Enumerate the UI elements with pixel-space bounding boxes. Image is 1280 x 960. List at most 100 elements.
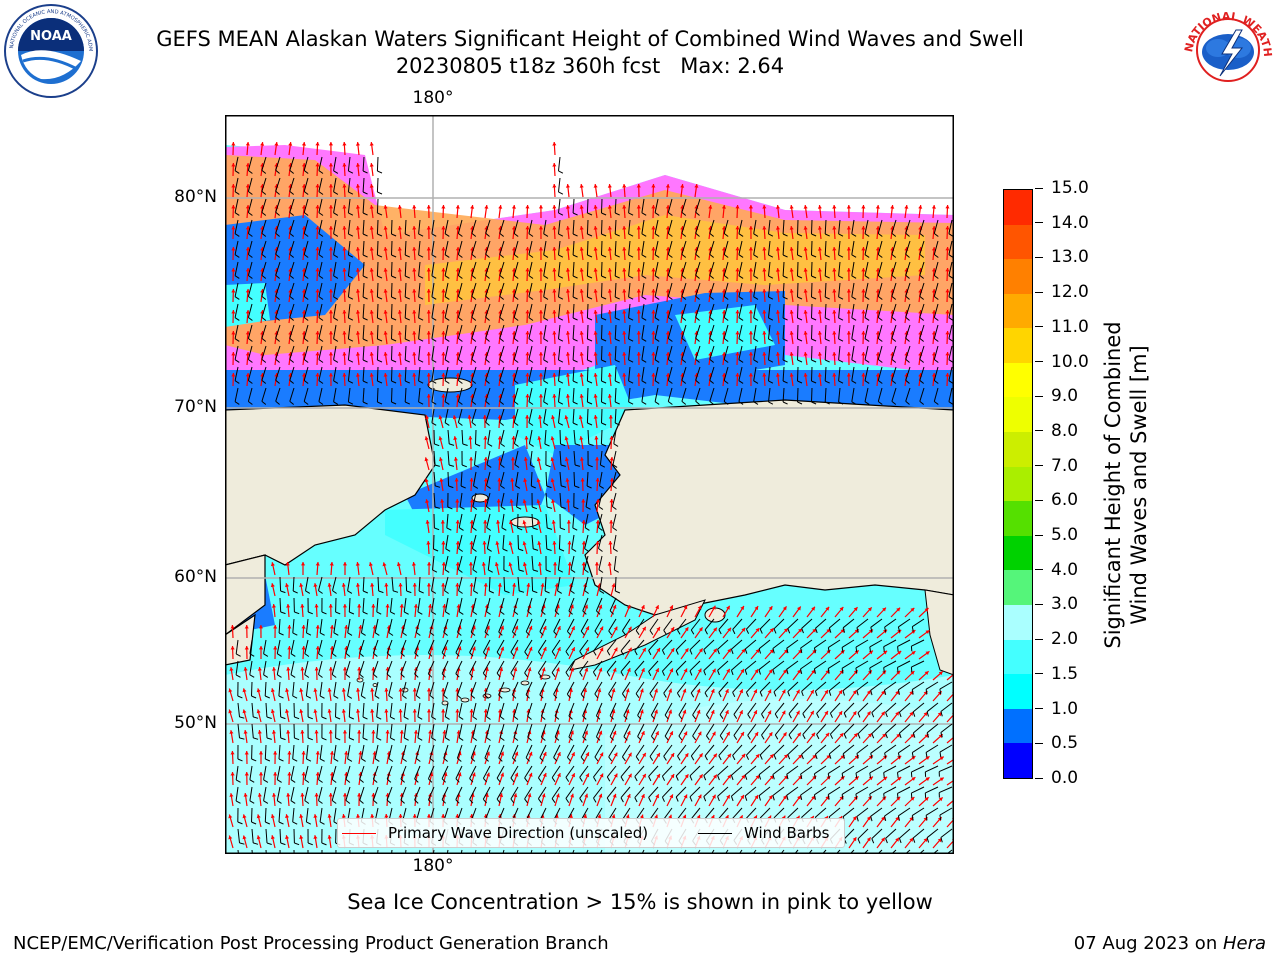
- wave-arrow-head: [580, 478, 585, 482]
- wind-barb-flag: [431, 737, 437, 741]
- wave-arrow-head: [328, 226, 333, 230]
- wind-barb-flag: [527, 736, 532, 741]
- wind-barb-flag: [690, 755, 695, 761]
- wind-barb: [815, 618, 827, 629]
- wind-barb-flag: [723, 338, 729, 342]
- wave-arrow-head: [471, 625, 476, 630]
- wind-barb-flag: [303, 275, 309, 279]
- wave-arrow-head: [412, 289, 417, 293]
- wind-barb: [851, 345, 855, 360]
- wind-barb: [486, 450, 491, 465]
- wind-barb: [824, 303, 827, 319]
- wave-arrow-head: [342, 289, 347, 293]
- wind-barb: [623, 702, 631, 716]
- wind-barb-flag: [668, 275, 673, 279]
- wave-arrow-head: [369, 205, 374, 209]
- wind-barb: [374, 618, 379, 633]
- wind-barb-flag: [348, 338, 354, 342]
- wind-barb-flag: [263, 800, 269, 804]
- wave-arrow-head: [571, 626, 575, 631]
- wave-arrow-head: [762, 205, 767, 209]
- wind-barb: [940, 723, 953, 733]
- wind-barb: [487, 429, 491, 444]
- wave-arrow-head: [839, 607, 844, 611]
- wind-barb: [455, 786, 463, 800]
- wave-arrow-head: [525, 310, 530, 314]
- wave-arrow-head: [428, 604, 433, 608]
- wind-barb: [595, 723, 603, 738]
- wind-barb: [235, 765, 239, 780]
- wind-barb-flag: [289, 359, 295, 363]
- wind-barb-flag: [782, 317, 788, 321]
- wind-barb-flag: [390, 716, 396, 720]
- wind-barb: [499, 282, 505, 297]
- wind-barb: [458, 597, 463, 612]
- wave-arrow-head: [341, 709, 346, 713]
- wind-barb: [797, 282, 799, 298]
- wave-arrow-head: [846, 247, 851, 251]
- wave-arrow-head: [342, 604, 347, 608]
- wind-barb: [289, 240, 295, 255]
- wind-barb-flag: [661, 649, 666, 655]
- wave-arrow-head: [861, 226, 866, 230]
- wave-arrow-head: [508, 541, 513, 546]
- wind-barb-flag: [841, 668, 844, 674]
- wave-arrow-head: [721, 310, 726, 314]
- wind-barb: [816, 702, 827, 714]
- wave-arrow-head: [868, 670, 872, 675]
- wave-arrow: [946, 673, 954, 681]
- wave-arrow-head: [611, 814, 616, 819]
- wave-arrow-head: [755, 649, 760, 653]
- wave-arrow-head: [613, 647, 618, 652]
- wind-barb-flag: [614, 569, 619, 573]
- wind-barb-flag: [345, 779, 351, 783]
- wind-barb: [635, 618, 645, 631]
- wind-barb: [471, 303, 477, 318]
- wind-barb: [475, 429, 477, 445]
- wind-barb: [828, 639, 841, 649]
- wind-barb-flag: [898, 733, 902, 739]
- wind-barb-flag: [587, 422, 593, 426]
- wind-barb-flag: [601, 359, 607, 363]
- wind-barb-flag: [278, 821, 284, 825]
- wind-barb-flag: [689, 775, 693, 781]
- wind-barb-flag: [676, 692, 681, 698]
- wind-barb-flag: [891, 380, 897, 384]
- wind-barb: [456, 744, 463, 759]
- wind-barb: [543, 387, 547, 402]
- wind-barb: [864, 240, 869, 255]
- wave-arrow-head: [438, 415, 443, 420]
- wind-barb-flag: [864, 233, 870, 237]
- wind-barb: [612, 534, 617, 549]
- wind-barb: [905, 324, 911, 339]
- wave-arrow-head: [566, 499, 571, 503]
- wind-barb-flag: [695, 337, 700, 342]
- wind-barb-flag: [838, 254, 844, 258]
- wind-barb: [864, 219, 869, 234]
- wind-barb: [579, 786, 589, 799]
- wind-barb-flag: [427, 673, 433, 678]
- wind-barb: [717, 786, 729, 797]
- wave-arrow-head: [369, 352, 374, 356]
- wind-barb: [485, 240, 491, 255]
- wind-barb: [443, 744, 449, 759]
- wind-barb: [851, 219, 855, 234]
- wind-barb: [400, 765, 407, 780]
- wind-barb: [800, 660, 813, 670]
- wave-arrow-head: [622, 247, 627, 251]
- wind-barb-flag: [601, 233, 607, 237]
- wind-barb: [911, 639, 925, 647]
- wind-barb-flag: [753, 254, 759, 258]
- wave-arrow-head: [383, 352, 388, 356]
- wind-barb: [553, 618, 561, 632]
- wind-barb: [753, 240, 757, 255]
- wave-arrow-head: [484, 667, 489, 671]
- wave-arrow-head: [684, 753, 689, 758]
- wave-arrow-head: [628, 647, 632, 652]
- wind-barb-flag: [444, 254, 450, 258]
- wind-barb: [347, 261, 351, 276]
- wave-arrow-head: [273, 646, 278, 650]
- wind-barb: [768, 240, 771, 255]
- wind-barb: [877, 282, 883, 297]
- wind-barb-flag: [318, 275, 324, 279]
